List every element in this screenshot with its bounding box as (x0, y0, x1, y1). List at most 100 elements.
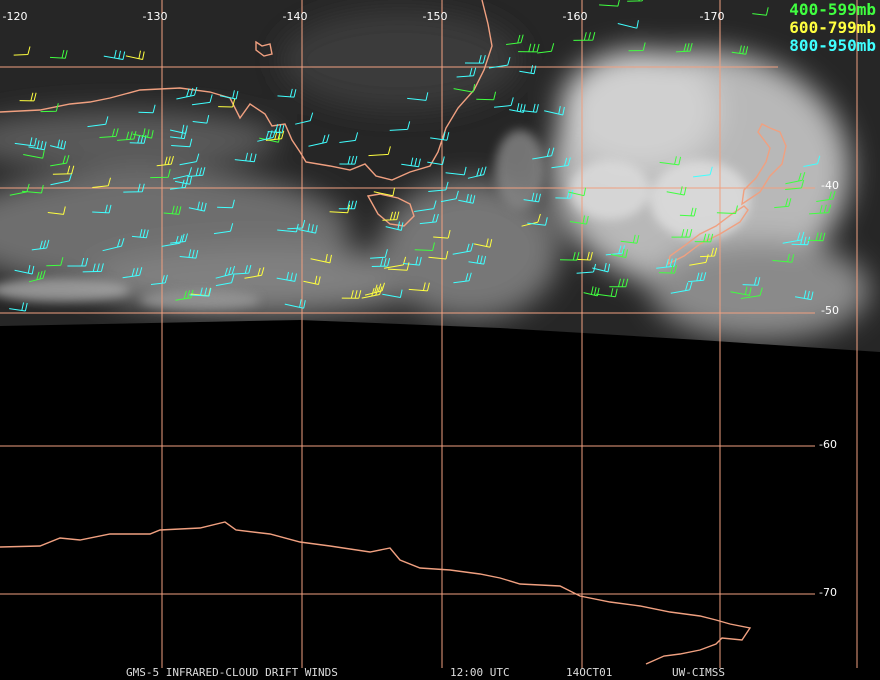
wind-barb (117, 130, 137, 141)
wind-barb (456, 67, 477, 78)
wind-barb (49, 139, 67, 150)
wind-barb (518, 43, 540, 53)
wind-barb (172, 167, 192, 180)
wind-barb (50, 154, 70, 167)
wind-barb (284, 299, 306, 309)
wind-barb (428, 181, 449, 192)
wind-barb (19, 92, 37, 102)
wind-barb (809, 204, 832, 215)
wind-barb (361, 286, 383, 299)
wind-barb (52, 165, 75, 175)
wind-barb (179, 249, 199, 259)
wind-barb (339, 155, 358, 165)
wind-barb (458, 193, 476, 204)
wind-barb (803, 155, 821, 167)
wind-barb (679, 207, 697, 217)
wind-barb (559, 251, 580, 261)
wind-barb (277, 88, 297, 98)
wind-barb (170, 233, 188, 244)
wind-barb (179, 153, 200, 166)
wind-barb (187, 167, 206, 177)
wind-barb (191, 94, 213, 106)
wind-barb (445, 166, 467, 176)
wind-barb (506, 34, 524, 45)
wind-barb (103, 49, 126, 60)
wind-barb (403, 256, 422, 266)
wind-barb (387, 262, 410, 271)
wind-barb (338, 200, 358, 210)
wind-barb (628, 42, 646, 52)
wind-barb (14, 265, 35, 275)
wind-barb (782, 231, 805, 244)
wind-barb (189, 287, 212, 297)
wind-barb (627, 0, 643, 2)
wind-barb (40, 103, 59, 113)
wind-barb (368, 146, 391, 157)
wind-barb (176, 86, 198, 100)
wind-barb (150, 274, 168, 285)
wind-barb (791, 236, 811, 246)
wind-barb (218, 98, 236, 108)
grid (0, 0, 858, 668)
wind-barb (131, 228, 149, 239)
wind-barb (599, 0, 620, 7)
footer-date: 14OCT01 (566, 666, 612, 679)
wind-barb (163, 205, 182, 215)
wind-barb (132, 128, 154, 139)
wind-barb (170, 130, 187, 140)
wind-barb (694, 233, 714, 243)
wind-barb (339, 132, 359, 143)
wind-barb (171, 138, 193, 148)
wind-barb (276, 271, 297, 282)
wind-barb (414, 200, 437, 212)
wind-barb (303, 275, 321, 285)
wind-barb (82, 263, 104, 273)
wind-barb (716, 205, 738, 214)
footer-time: 12:00 UTC (450, 666, 510, 679)
longitude-labels: -120 -130 -140 -150 -160 -170 (3, 10, 725, 23)
wind-barb (49, 49, 68, 59)
wind-barb (555, 189, 574, 199)
wind-barb (816, 190, 836, 202)
wind-barb (494, 97, 514, 108)
latitude-label: -40 (821, 179, 839, 192)
wind-barb (795, 290, 814, 301)
wind-barb (408, 282, 430, 292)
wind-barb (807, 232, 826, 242)
wind-barb (467, 166, 487, 179)
wind-barb (772, 253, 795, 263)
wind-barb (468, 254, 487, 265)
coastlines (0, 0, 787, 665)
wind-barb (583, 286, 600, 297)
wind-barb (217, 199, 235, 209)
wind-barb (427, 156, 445, 166)
wind-barb (453, 272, 472, 284)
wind-barb (371, 257, 391, 267)
wind-barb (46, 257, 64, 267)
longitude-label: -120 (3, 10, 28, 23)
wind-barb (13, 46, 31, 56)
legend: 400-599mb 600-799mb 800-950mb (789, 0, 876, 55)
wind-barb (658, 264, 677, 274)
wind-barb (329, 204, 351, 214)
wind-barb (659, 156, 682, 166)
wind-barb (532, 147, 555, 160)
legend-entry: 600-799mb (789, 18, 876, 37)
wind-barb (169, 179, 188, 190)
longitude-label: -170 (700, 10, 725, 23)
wind-barb (129, 134, 147, 144)
wind-barb (244, 267, 265, 279)
wind-barb (14, 137, 37, 147)
wind-barb (382, 211, 400, 221)
wind-barb (9, 302, 28, 312)
wind-barb (215, 274, 235, 287)
wind-barb (521, 213, 541, 227)
latitude-label: -60 (819, 438, 837, 451)
wind-barb (87, 116, 109, 128)
wind-barbs (9, 0, 836, 312)
wind-barb (370, 249, 388, 259)
wind-barb (122, 267, 143, 279)
wind-barb (407, 92, 429, 101)
wind-barb (28, 270, 46, 283)
wind-barb (609, 278, 629, 288)
